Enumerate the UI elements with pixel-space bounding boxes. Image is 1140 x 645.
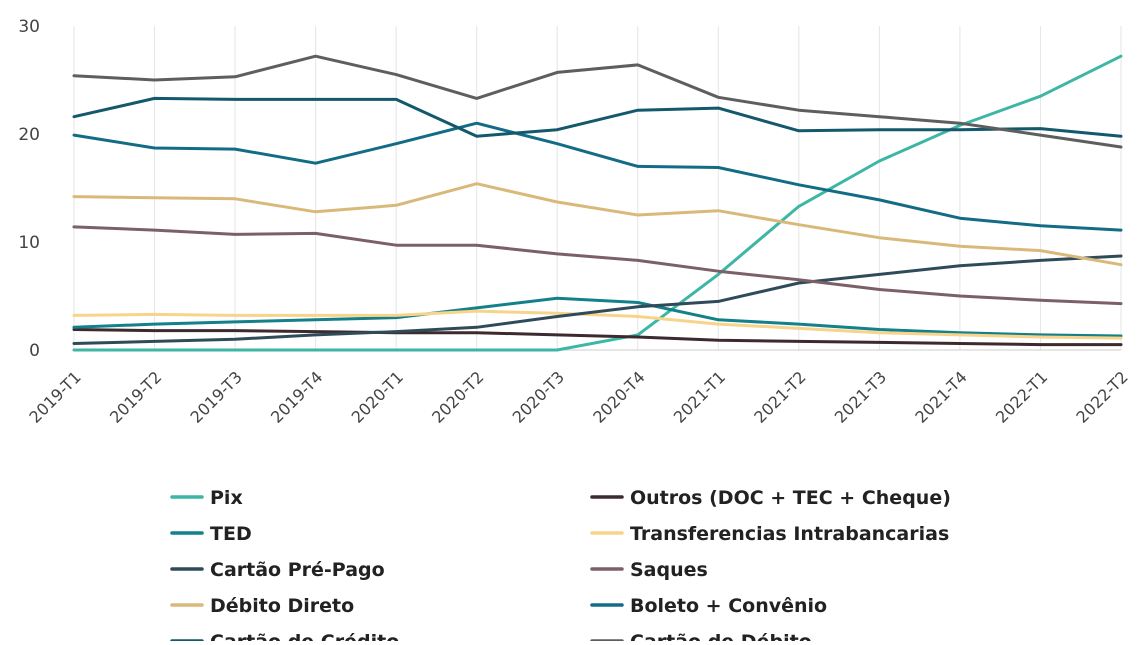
legend-label: Cartão de Crédito xyxy=(210,631,399,641)
series-line xyxy=(72,225,1123,306)
series-line xyxy=(72,182,1123,267)
x-tick-label: 2019-T2 xyxy=(106,367,165,426)
x-tick-label: 2021-T3 xyxy=(831,367,890,426)
series-line xyxy=(72,296,1123,338)
series-line xyxy=(72,328,1123,347)
series-line xyxy=(72,54,1123,352)
x-tick-label: 2021-T4 xyxy=(911,367,970,426)
x-tick-label: 2019-T3 xyxy=(187,367,246,426)
x-tick-label: 2020-T2 xyxy=(428,367,487,426)
y-tick-label: 0 xyxy=(29,341,40,361)
x-tick-label: 2019-T1 xyxy=(25,367,84,426)
legend-label: Transferencias Intrabancarias xyxy=(630,523,949,545)
legend-label: Cartão Pré-Pago xyxy=(210,559,385,581)
x-tick-label: 2020-T3 xyxy=(509,367,568,426)
legend-label: Débito Direto xyxy=(210,595,354,617)
y-tick-label: 20 xyxy=(18,125,40,145)
series-line xyxy=(72,121,1123,232)
series-line xyxy=(72,309,1123,340)
legend-label: Pix xyxy=(210,487,243,509)
series-line xyxy=(72,96,1123,138)
x-tick-label: 2022-T2 xyxy=(1072,367,1131,426)
x-tick-label: 2022-T1 xyxy=(992,367,1051,426)
x-tick-label: 2019-T4 xyxy=(267,367,326,426)
x-tick-label: 2020-T4 xyxy=(589,367,648,426)
legend-label: Outros (DOC + TEC + Cheque) xyxy=(630,487,951,509)
legend-label: Saques xyxy=(630,559,708,581)
x-tick-label: 2021-T1 xyxy=(670,367,729,426)
legend-label: Boleto + Convênio xyxy=(630,595,827,617)
series-line xyxy=(72,254,1123,345)
y-tick-label: 10 xyxy=(18,233,40,253)
x-tick-label: 2020-T1 xyxy=(348,367,407,426)
series-line xyxy=(72,54,1123,149)
legend-label: TED xyxy=(210,523,252,545)
legend-label: Cartão de Débito xyxy=(630,631,812,641)
y-tick-label: 30 xyxy=(18,17,40,37)
x-tick-label: 2021-T2 xyxy=(750,367,809,426)
